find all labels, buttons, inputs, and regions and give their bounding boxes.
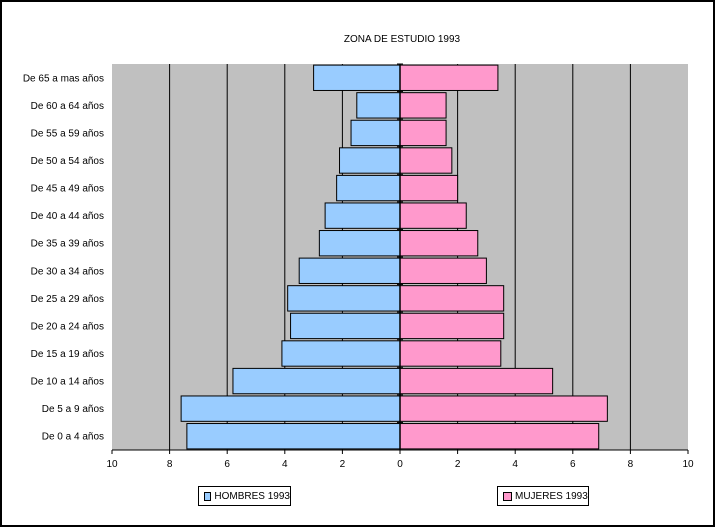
x-tick-label: 10 [106, 459, 118, 470]
y-tick-label: De 0 a 4 años [42, 432, 104, 443]
y-tick-label: De 65 a mas años [23, 73, 104, 84]
y-tick-label: De 40 a 44 años [31, 211, 104, 222]
x-tick-label: 4 [512, 459, 518, 470]
y-tick-label: De 10 a 14 años [31, 377, 104, 388]
bar-mujeres [399, 92, 447, 119]
bar-hombres [356, 92, 401, 119]
bar-mujeres [399, 64, 499, 91]
legend-hombres: HOMBRES 1993 [198, 486, 291, 506]
y-tick-label: De 25 a 29 años [31, 294, 104, 305]
bar-hombres [324, 202, 401, 229]
bar-hombres [186, 423, 401, 450]
legend-mujeres: MUJERES 1993 [497, 486, 589, 506]
bar-mujeres [399, 285, 505, 312]
bar-mujeres [399, 395, 608, 422]
x-tick-label: 8 [628, 459, 634, 470]
x-tick-label: 6 [570, 459, 576, 470]
bar-hombres [339, 147, 401, 174]
y-tick-label: De 55 a 59 años [31, 128, 104, 139]
bar-mujeres [399, 119, 447, 147]
x-tick-label: 10 [682, 459, 694, 470]
y-tick-label: De 5 a 9 años [42, 404, 104, 415]
bar-mujeres [399, 257, 487, 284]
y-tick-label: De 35 a 39 años [31, 239, 104, 250]
y-tick-label: De 15 a 19 años [31, 349, 104, 360]
x-tick-label: 0 [397, 459, 403, 470]
bar-hombres [313, 64, 401, 91]
y-axis-labels: De 65 a mas años De 60 a 64 años De 55 a 5… [23, 73, 104, 442]
bar-mujeres [399, 174, 459, 202]
legend-swatch-mujeres [503, 491, 512, 501]
y-tick-label: De 50 a 54 años [31, 156, 104, 167]
bar-mujeres [399, 312, 505, 340]
bar-hombres [350, 119, 401, 147]
x-tick-label: 2 [455, 459, 461, 470]
y-tick-label: De 20 a 24 años [31, 321, 104, 332]
axes [111, 63, 689, 454]
bar-hombres [281, 340, 401, 367]
y-tick-label: De 30 a 34 años [31, 266, 104, 277]
bar-hombres [290, 312, 401, 340]
bar-hombres [287, 285, 401, 312]
bar-hombres [232, 367, 401, 395]
bar-mujeres [399, 423, 600, 450]
x-tick-label: 4 [282, 459, 288, 470]
bar-hombres [298, 257, 401, 284]
legend-label-hombres: HOMBRES 1993 [214, 490, 290, 502]
x-tick-label: 2 [340, 459, 346, 470]
bar-mujeres [399, 367, 554, 395]
legend-label-mujeres: MUJERES 1993 [515, 490, 588, 502]
x-tick-label: 6 [224, 459, 230, 470]
y-tick-label: De 45 a 49 años [31, 184, 104, 195]
bar-mujeres [399, 147, 453, 174]
bar-hombres [336, 174, 401, 202]
bar-mujeres [399, 230, 479, 257]
chart-title: ZONA DE ESTUDIO 1993 [344, 34, 461, 45]
legend-swatch-hombres [204, 491, 212, 501]
bar-hombres [180, 395, 401, 422]
x-axis-labels: 10 8 6 4 2 0 2 4 6 8 10 [106, 459, 694, 470]
bar-hombres [318, 230, 401, 257]
y-tick-label: De 60 a 64 años [31, 101, 104, 112]
hombres-bars [180, 64, 401, 450]
bar-mujeres [399, 340, 502, 367]
x-tick-label: 8 [167, 459, 173, 470]
bar-mujeres [399, 202, 467, 229]
mujeres-bars [399, 64, 608, 450]
